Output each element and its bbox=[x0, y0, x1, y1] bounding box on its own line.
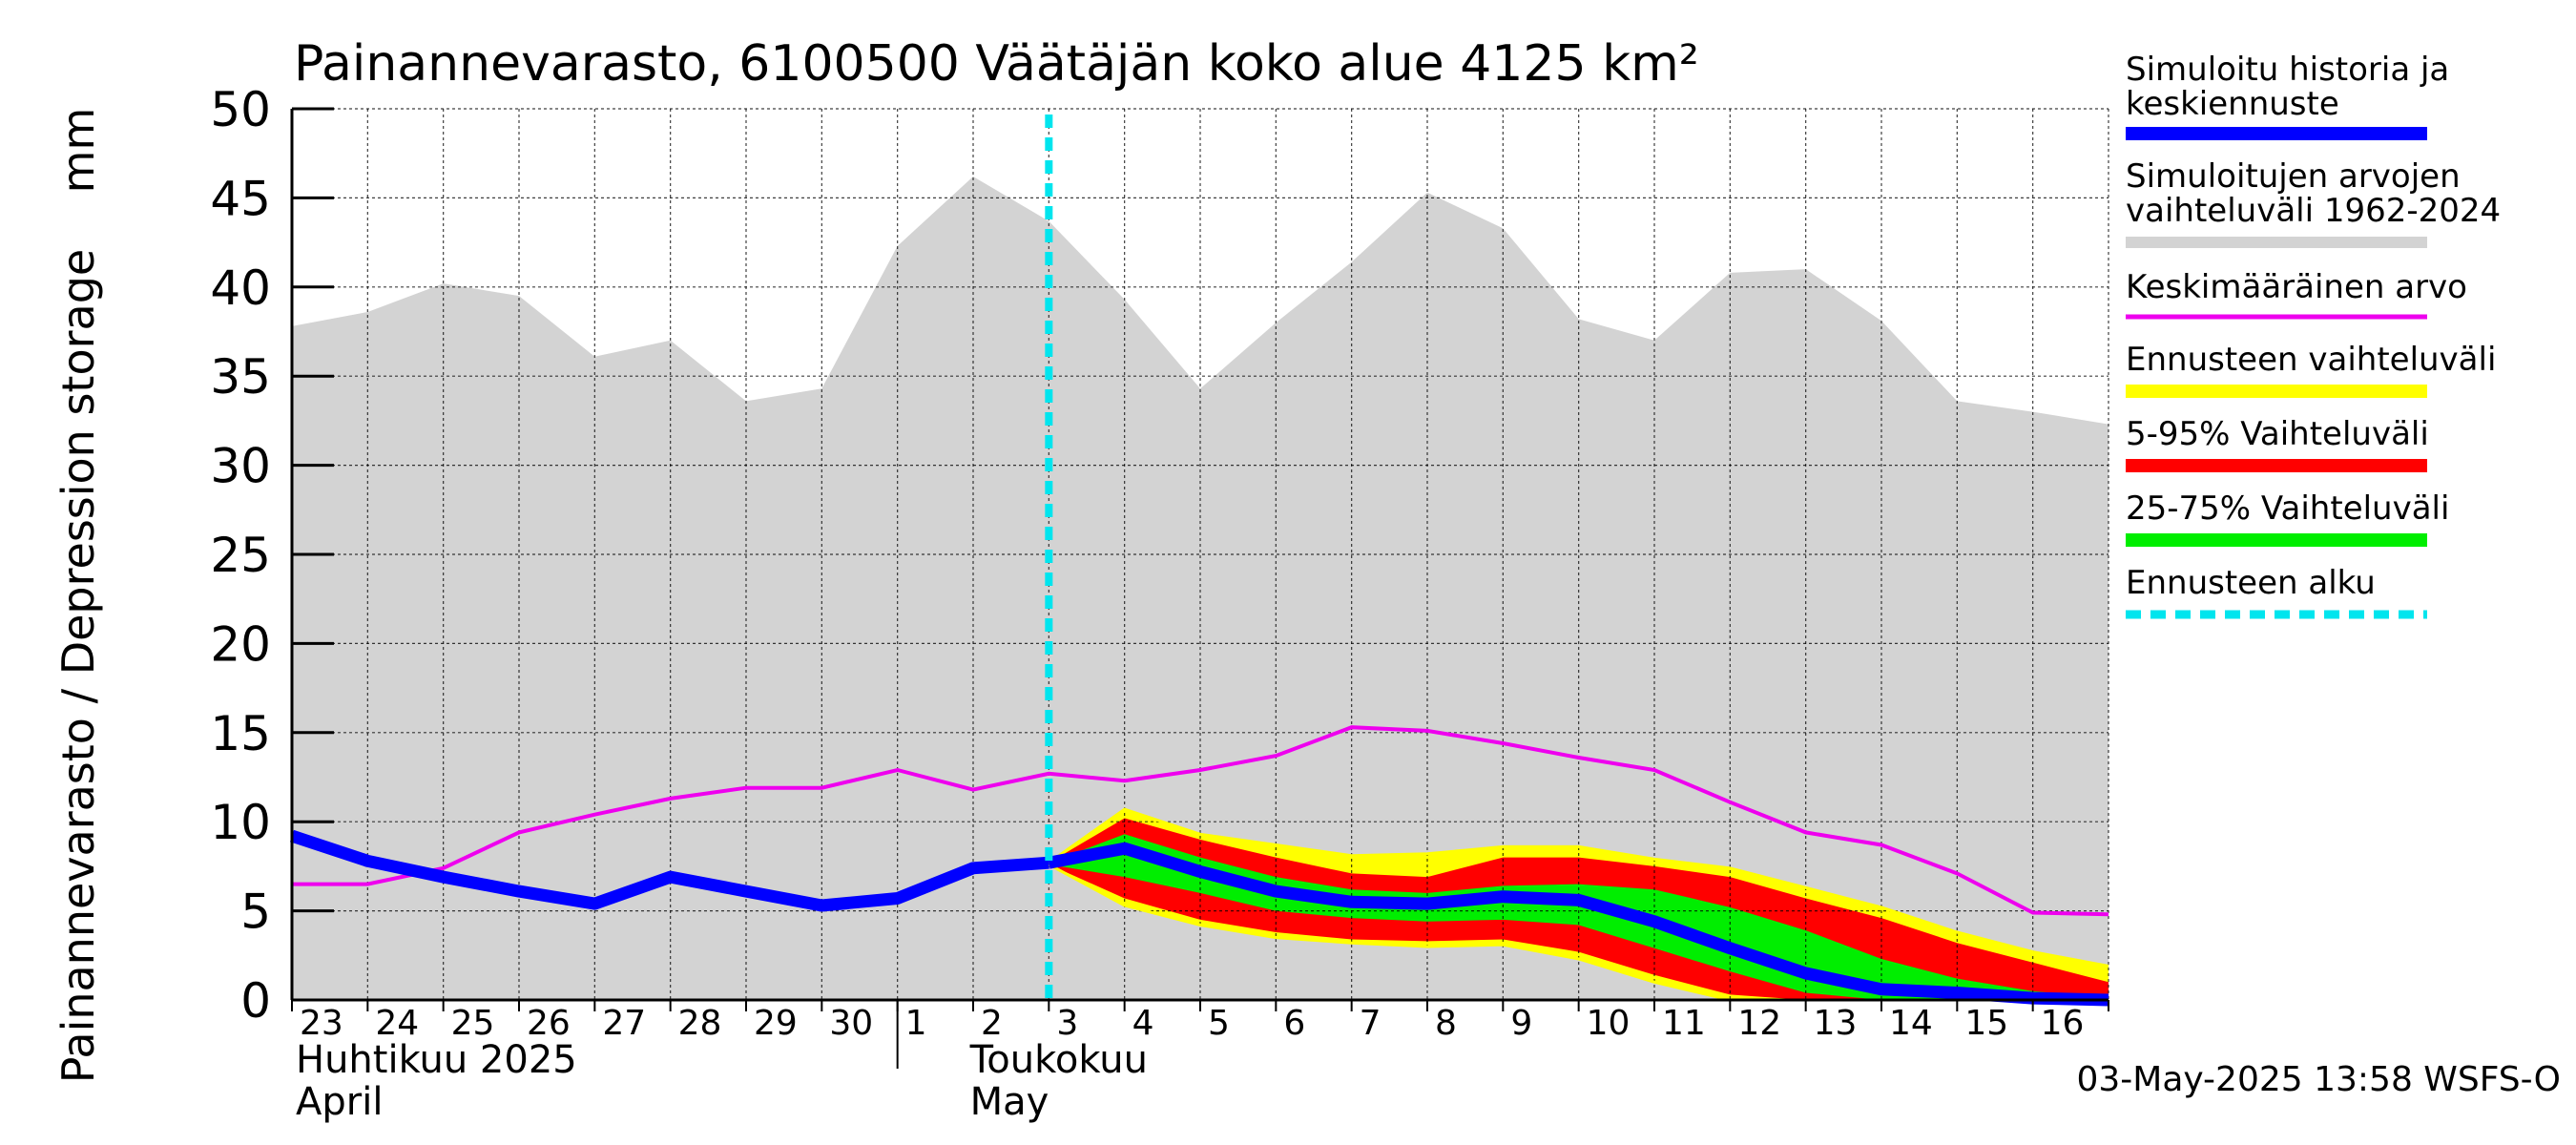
x-tick-label: 26 bbox=[527, 1004, 571, 1043]
x-tick-label: 4 bbox=[1132, 1004, 1154, 1043]
mean-value-line bbox=[292, 725, 2109, 917]
x-tick-label: 15 bbox=[1964, 1004, 2008, 1043]
x-tick-label: 29 bbox=[754, 1004, 798, 1043]
month-label-fi: Huhtikuu 2025 bbox=[296, 1038, 577, 1082]
x-tick-label: 2 bbox=[981, 1004, 1003, 1043]
y-axis-label: Painannevarasto / Depression storage mm bbox=[52, 108, 104, 1084]
x-tick-label: 13 bbox=[1814, 1004, 1858, 1043]
y-tick-label: 20 bbox=[210, 616, 271, 672]
legend-item: Keskimääräinen arvo bbox=[2126, 268, 2467, 320]
legend-label: 5-95% Vaihteluväli bbox=[2126, 415, 2429, 453]
y-tick-label: 50 bbox=[210, 82, 271, 137]
y-tick-label: 15 bbox=[210, 706, 271, 761]
y-tick-label: 25 bbox=[210, 528, 271, 583]
x-tick-label: 7 bbox=[1360, 1004, 1381, 1043]
x-tick-label: 16 bbox=[2041, 1004, 2085, 1043]
month-label-fi: Toukokuu bbox=[969, 1038, 1148, 1082]
legend-item: Simuloitu historia ja keskiennuste bbox=[2126, 51, 2449, 140]
x-tick-label: 1 bbox=[905, 1004, 927, 1043]
x-tick-label: 6 bbox=[1283, 1004, 1305, 1043]
y-tick-label: 35 bbox=[210, 349, 271, 405]
legend: Simuloitu historia ja keskiennuste Simuloi… bbox=[2126, 51, 2501, 619]
legend-label: Keskimääräinen arvo bbox=[2126, 268, 2467, 306]
x-tick-label: 24 bbox=[375, 1004, 419, 1043]
x-tick-label: 9 bbox=[1510, 1004, 1532, 1043]
legend-label: Ennusteen alku bbox=[2126, 564, 2376, 602]
month-label-en: April bbox=[296, 1080, 383, 1124]
legend-item: Ennusteen alku bbox=[2126, 564, 2427, 619]
legend-label: Simuloitu historia ja keskiennuste bbox=[2126, 51, 2449, 123]
x-tick-label: 23 bbox=[300, 1004, 343, 1043]
legend-label: Ennusteen vaihteluväli bbox=[2126, 341, 2496, 379]
historical-range-area bbox=[292, 177, 2109, 1000]
x-tick-label: 28 bbox=[678, 1004, 722, 1043]
y-tick-label: 30 bbox=[210, 439, 271, 494]
x-tick-label: 5 bbox=[1208, 1004, 1230, 1043]
grid bbox=[292, 108, 2109, 1000]
x-tick-label: 30 bbox=[829, 1004, 873, 1043]
legend-label: 25-75% Vaihteluväli bbox=[2126, 489, 2449, 528]
y-tick-label: 40 bbox=[210, 260, 271, 316]
x-tick-label: 25 bbox=[451, 1004, 495, 1043]
x-tick-label: 10 bbox=[1587, 1004, 1631, 1043]
timestamp-footer: 03-May-2025 13:58 WSFS-O bbox=[2076, 1060, 2561, 1099]
month-label-en: May bbox=[970, 1080, 1049, 1124]
x-tick-label: 14 bbox=[1889, 1004, 1933, 1043]
legend-item: 25-75% Vaihteluväli bbox=[2126, 489, 2449, 547]
x-tick-label: 8 bbox=[1435, 1004, 1457, 1043]
x-tick-label: 12 bbox=[1737, 1004, 1781, 1043]
y-tick-label: 0 bbox=[240, 973, 271, 1029]
x-tick-label: 27 bbox=[602, 1004, 646, 1043]
legend-item: Ennusteen vaihteluväli bbox=[2126, 341, 2496, 398]
chart-title: Painannevarasto, 6100500 Väätäjän koko a… bbox=[294, 35, 1699, 93]
x-tick-label: 3 bbox=[1056, 1004, 1078, 1043]
forecast-median-line bbox=[1048, 842, 2109, 1007]
simulated-history-line bbox=[289, 829, 1049, 912]
y-tick-label: 10 bbox=[210, 795, 271, 850]
x-tick-label: 11 bbox=[1662, 1004, 1706, 1043]
y-tick-label: 45 bbox=[210, 171, 271, 226]
y-tick-label: 5 bbox=[240, 885, 271, 940]
legend-item: Simuloitujen arvojen vaihteluväli 1962-20… bbox=[2126, 157, 2501, 248]
legend-item: 5-95% Vaihteluväli bbox=[2126, 415, 2429, 472]
forecast-range-max-line bbox=[1048, 807, 2109, 968]
legend-label: Simuloitujen arvojen vaihteluväli 1962-20… bbox=[2126, 157, 2501, 230]
